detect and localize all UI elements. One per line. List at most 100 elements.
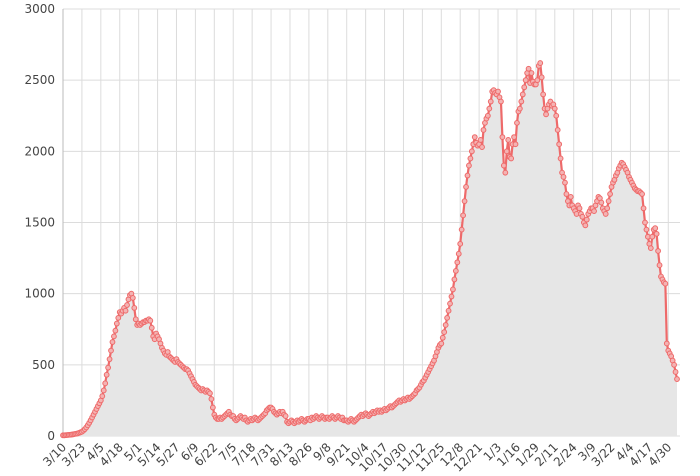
point <box>563 191 570 197</box>
point <box>604 205 611 212</box>
point <box>543 111 549 118</box>
point <box>551 105 558 112</box>
point <box>282 413 289 419</box>
point <box>511 134 517 141</box>
point <box>103 371 110 378</box>
point <box>480 127 487 133</box>
point <box>516 105 523 112</box>
point <box>554 127 561 133</box>
point <box>467 155 474 162</box>
point <box>209 404 216 411</box>
point <box>451 276 458 283</box>
point <box>512 141 519 148</box>
point <box>579 213 586 220</box>
point <box>528 70 535 76</box>
point <box>602 211 609 217</box>
point <box>486 105 493 112</box>
point <box>208 396 215 402</box>
point <box>455 250 462 257</box>
point <box>207 390 213 397</box>
point <box>514 119 520 126</box>
point <box>113 320 120 327</box>
point <box>147 317 154 324</box>
y-tick-label: 500 <box>32 358 55 372</box>
point <box>656 262 663 269</box>
point <box>148 324 155 331</box>
point <box>463 184 469 190</box>
point <box>448 293 455 300</box>
point <box>477 137 484 143</box>
point <box>540 91 547 98</box>
point <box>442 322 449 328</box>
point <box>647 245 654 252</box>
point <box>502 169 509 176</box>
point <box>498 98 504 105</box>
point <box>662 280 669 287</box>
point <box>518 98 525 105</box>
point <box>643 226 650 233</box>
point <box>607 191 613 197</box>
y-tick-label: 2000 <box>24 144 55 158</box>
point <box>655 248 661 254</box>
point <box>439 334 446 341</box>
point <box>112 327 119 334</box>
point <box>537 60 544 66</box>
point <box>454 259 461 266</box>
point <box>450 286 456 293</box>
point <box>458 226 465 233</box>
point <box>129 295 136 301</box>
point <box>576 205 583 212</box>
point <box>508 155 515 162</box>
y-tick-label: 0 <box>47 429 55 443</box>
point <box>468 148 475 155</box>
point <box>457 240 464 247</box>
point <box>466 162 472 169</box>
point <box>652 225 659 232</box>
point <box>131 305 138 311</box>
point <box>519 91 526 98</box>
point <box>562 179 568 186</box>
point <box>447 300 453 307</box>
point <box>653 230 660 237</box>
point <box>471 134 478 141</box>
point <box>100 387 107 394</box>
y-tick-label: 1000 <box>24 287 55 301</box>
point <box>464 172 471 179</box>
point <box>499 134 506 141</box>
point <box>671 361 677 368</box>
point <box>649 233 656 240</box>
point <box>663 340 670 347</box>
point <box>102 380 109 387</box>
point <box>115 314 122 321</box>
area <box>63 63 677 437</box>
point <box>132 316 139 323</box>
point <box>598 199 605 206</box>
point <box>503 148 510 155</box>
point <box>505 137 512 143</box>
point <box>99 393 106 400</box>
point <box>534 77 541 84</box>
point <box>495 88 501 95</box>
point <box>445 307 452 314</box>
point <box>639 191 645 197</box>
point <box>582 222 589 229</box>
point <box>109 339 116 345</box>
point <box>556 141 563 148</box>
point <box>441 329 448 335</box>
point <box>521 84 528 91</box>
point <box>111 333 117 340</box>
point <box>605 198 612 205</box>
point <box>487 98 494 105</box>
point <box>557 155 564 162</box>
y-tick-label: 1500 <box>24 216 55 230</box>
point <box>567 193 574 200</box>
point <box>105 364 112 371</box>
point <box>591 208 597 215</box>
point <box>461 198 468 205</box>
point <box>640 205 647 212</box>
point <box>583 216 590 223</box>
point <box>642 219 648 226</box>
point <box>525 65 532 72</box>
point <box>106 356 113 363</box>
